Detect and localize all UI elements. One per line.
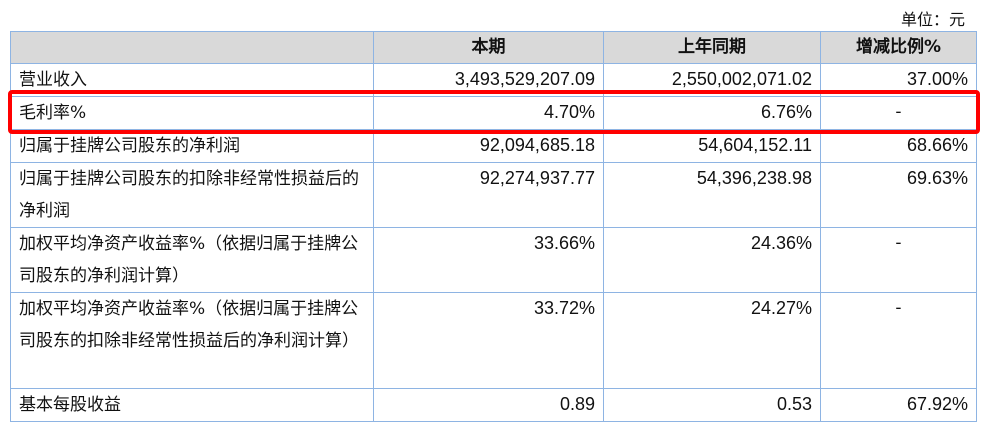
table-row: 毛利率% 4.70% 6.76% -: [10, 96, 977, 130]
previous-value: 0.53: [603, 388, 821, 422]
header-item: [10, 31, 374, 64]
header-change-ratio: 增减比例%: [820, 31, 977, 64]
row-label: 加权平均净资产收益率%（依据归属于挂牌公司股东的扣除非经常性损益后的净利润计算）: [10, 292, 374, 389]
current-value: 4.70%: [373, 96, 604, 130]
change-value: 67.92%: [820, 388, 977, 422]
table-row: 营业收入 3,493,529,207.09 2,550,002,071.02 37.0…: [10, 63, 977, 97]
current-value: 92,274,937.77: [373, 162, 604, 228]
header-previous-period: 上年同期: [603, 31, 821, 64]
row-label: 归属于挂牌公司股东的净利润: [10, 129, 374, 163]
table-row: 加权平均净资产收益率%（依据归属于挂牌公司股东的净利润计算） 33.66% 24.3…: [10, 227, 977, 293]
financial-summary-table: 本期 上年同期 增减比例% 营业收入 3,493,529,207.09 2,550,…: [10, 31, 977, 422]
header-current-period: 本期: [373, 31, 604, 64]
change-value: -: [820, 96, 977, 130]
previous-value: 24.27%: [603, 292, 821, 389]
table-header-row: 本期 上年同期 增减比例%: [10, 31, 977, 64]
table-row: 基本每股收益 0.89 0.53 67.92%: [10, 388, 977, 422]
unit-label: 单位：元: [900, 10, 965, 29]
previous-value: 54,396,238.98: [603, 162, 821, 228]
current-value: 3,493,529,207.09: [373, 63, 604, 97]
row-label: 基本每股收益: [10, 388, 374, 422]
current-value: 33.72%: [373, 292, 604, 389]
table-row: 归属于挂牌公司股东的扣除非经常性损益后的净利润 92,274,937.77 54,3…: [10, 162, 977, 228]
table-row: 加权平均净资产收益率%（依据归属于挂牌公司股东的扣除非经常性损益后的净利润计算）…: [10, 292, 977, 389]
previous-value: 6.76%: [603, 96, 821, 130]
row-label: 毛利率%: [10, 96, 374, 130]
current-value: 33.66%: [373, 227, 604, 293]
row-label: 归属于挂牌公司股东的扣除非经常性损益后的净利润: [10, 162, 374, 228]
change-value: 37.00%: [820, 63, 977, 97]
change-value: 69.63%: [820, 162, 977, 228]
current-value: 92,094,685.18: [373, 129, 604, 163]
change-value: -: [820, 292, 977, 389]
row-label: 营业收入: [10, 63, 374, 97]
change-value: -: [820, 227, 977, 293]
table-row: 归属于挂牌公司股东的净利润 92,094,685.18 54,604,152.11 6…: [10, 129, 977, 163]
current-value: 0.89: [373, 388, 604, 422]
change-value: 68.66%: [820, 129, 977, 163]
row-label: 加权平均净资产收益率%（依据归属于挂牌公司股东的净利润计算）: [10, 227, 374, 293]
previous-value: 2,550,002,071.02: [603, 63, 821, 97]
previous-value: 54,604,152.11: [603, 129, 821, 163]
previous-value: 24.36%: [603, 227, 821, 293]
